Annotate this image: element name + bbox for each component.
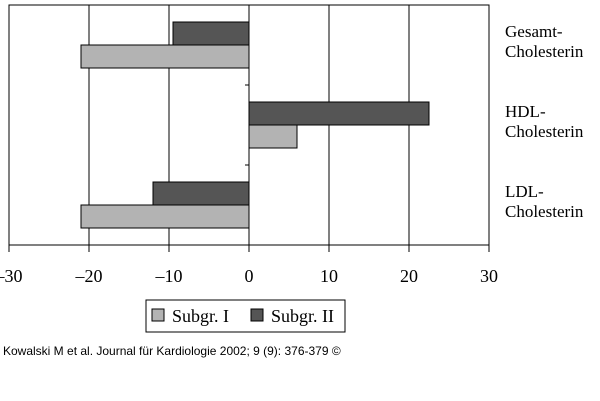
bars bbox=[80, 21, 430, 229]
legend: Subgr. I Subgr. II bbox=[145, 299, 346, 333]
x-tick-label: –30 bbox=[0, 266, 23, 286]
bar-subgr-i bbox=[248, 124, 298, 149]
source-caption: Kowalski M et al. Journal für Kardiologi… bbox=[3, 344, 341, 358]
bar-subgr-i bbox=[80, 204, 250, 229]
category-label: Cholesterin bbox=[505, 122, 584, 141]
category-label: Cholesterin bbox=[505, 42, 584, 61]
x-tick-labels: –30 –20 –10 0 10 20 30 bbox=[0, 266, 498, 286]
x-tick-label: 20 bbox=[400, 266, 418, 286]
category-labels: Gesamt-CholesterinHDL-CholesterinLDL-Cho… bbox=[505, 22, 584, 221]
x-tick-label: 30 bbox=[480, 266, 498, 286]
category-label: LDL- bbox=[505, 182, 544, 201]
bar-subgr-ii bbox=[248, 101, 430, 126]
category-label: HDL- bbox=[505, 102, 546, 121]
category-label: Gesamt- bbox=[505, 22, 563, 41]
bar-subgr-ii bbox=[152, 181, 250, 206]
legend-swatch bbox=[250, 308, 264, 322]
bar-subgr-i bbox=[80, 44, 250, 69]
legend-label: Subgr. II bbox=[271, 306, 334, 326]
x-tick-label: 10 bbox=[320, 266, 338, 286]
x-tick-label: –10 bbox=[155, 266, 183, 286]
legend-swatch bbox=[151, 308, 165, 322]
axes bbox=[8, 4, 490, 252]
legend-label: Subgr. I bbox=[172, 306, 229, 326]
bar-subgr-ii bbox=[172, 21, 250, 46]
x-tick-label: 0 bbox=[245, 266, 254, 286]
legend-box bbox=[145, 299, 346, 333]
x-tick-label: –20 bbox=[75, 266, 103, 286]
category-label: Cholesterin bbox=[505, 202, 584, 221]
